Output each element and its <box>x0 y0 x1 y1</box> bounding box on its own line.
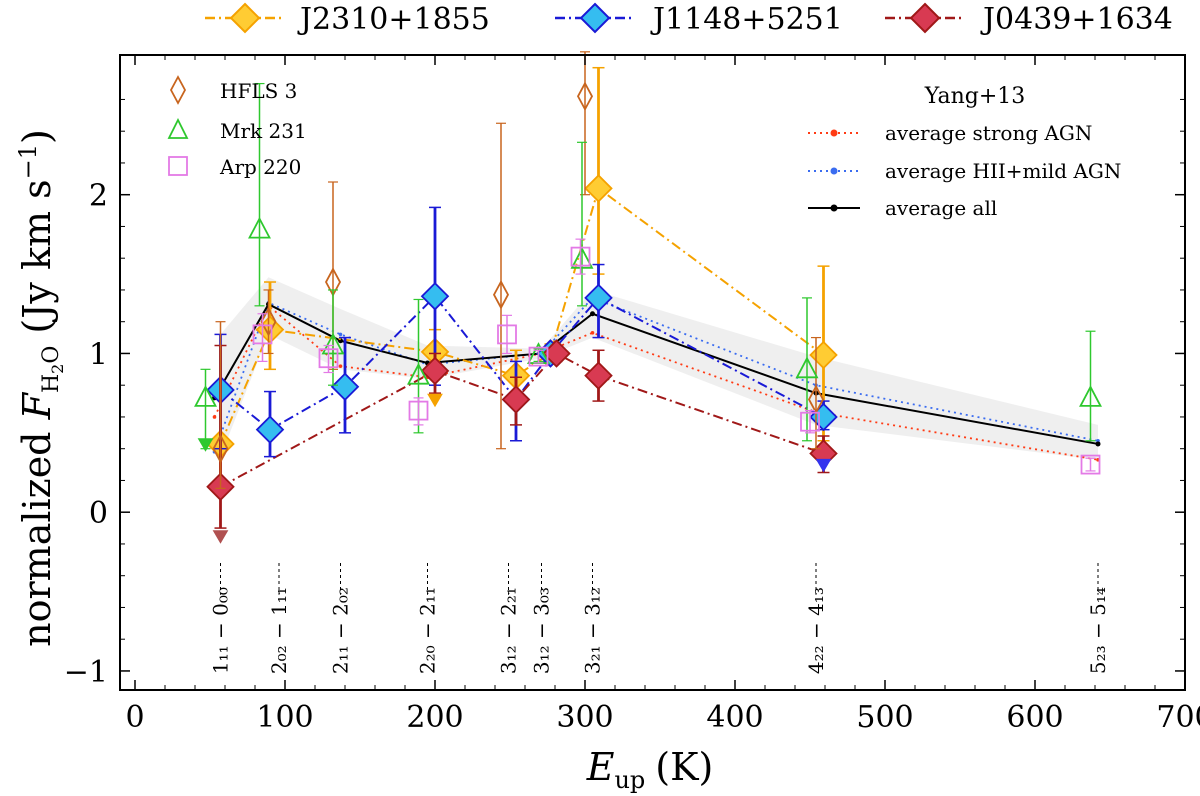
legend-marker-arp220 <box>168 156 188 176</box>
mrk231-marker <box>1079 384 1102 407</box>
transition-label: 3₁₂ − 3₀₃ <box>530 587 554 674</box>
diamond-marker <box>584 283 613 313</box>
arp220-marker <box>570 246 591 267</box>
inner-legend-right: Yang+13 average strong AGN average HII+m… <box>808 84 1121 220</box>
diamond-marker <box>809 340 838 370</box>
upper-limit-arrow <box>427 393 443 408</box>
mrk231-marker <box>407 362 430 385</box>
markers-layer <box>194 51 1102 544</box>
avg-point <box>212 415 217 419</box>
mrk231-marker <box>194 384 217 407</box>
transition-label: 2₂₀ − 2₁₁ <box>416 587 440 674</box>
legend-marker-strong-agn <box>830 129 838 137</box>
diamond-marker <box>255 415 285 444</box>
x-tick-label: 300 <box>556 700 613 735</box>
legend-label-mrk231: Mrk 231 <box>220 119 307 143</box>
legend-marker-average-all <box>830 204 838 212</box>
series-line <box>219 294 824 431</box>
y-tick-label: −1 <box>64 655 108 690</box>
hfls3-marker <box>492 279 510 310</box>
average-all-uncertainty-band <box>220 277 1098 460</box>
legend-marker-hii-mild-agn <box>830 167 838 175</box>
mrk231-marker <box>570 246 594 269</box>
legend-title: Yang+13 <box>924 84 1026 109</box>
legend-label-average-all: average all <box>885 196 997 220</box>
avg-point <box>338 332 343 337</box>
upper-limit-arrow <box>212 530 229 544</box>
diamond-marker <box>584 361 613 390</box>
hfls3-marker <box>576 81 594 112</box>
avg-point <box>338 364 343 368</box>
arp220-marker <box>497 324 517 345</box>
legend-j1148: J1148+5251 <box>555 2 843 37</box>
transition-label: 1₁₁ − 0₀₀ <box>209 587 233 674</box>
avg-point <box>590 331 595 335</box>
legend-marker-diamond <box>229 2 261 34</box>
upper-limit-arrow <box>815 458 832 473</box>
x-tick-label: 200 <box>406 700 463 735</box>
transition-label: 2₁₁ − 2₀₂ <box>329 587 353 674</box>
y-axis-label: normalized FH2O(Jy km s−1) <box>14 129 67 647</box>
x-tick-label: 500 <box>856 700 913 735</box>
legend-marker-diamond <box>579 2 611 34</box>
diamond-marker <box>584 174 613 203</box>
mrk231-marker <box>248 216 271 239</box>
transition-label: 4₂₂ − 4₁₃ <box>804 587 828 674</box>
axes-layer: 0 100 200 300 400 500 600 700 −1 0 1 2 <box>64 54 1200 735</box>
arp220-marker <box>528 346 549 367</box>
avg-line <box>213 302 1099 445</box>
transition-label: 2₀₂ − 1₁₁ <box>267 587 291 674</box>
diamond-marker <box>501 385 531 414</box>
avg-line <box>213 304 1099 461</box>
legend-marker-diamond <box>909 2 941 34</box>
legend-label: J1148+5251 <box>650 2 843 37</box>
avg-point <box>1095 441 1101 447</box>
upper-limit-arrow <box>197 438 214 452</box>
transition-label: 5₂₃ − 5₁₄ <box>1086 587 1110 674</box>
top-legend: J2310+1855 J1148+5251 J0439+1634 <box>205 2 1173 37</box>
arp220-marker <box>252 324 273 345</box>
legend-j2310: J2310+1855 <box>205 2 490 37</box>
avg-point <box>590 311 595 317</box>
hfls3-marker <box>260 306 277 337</box>
legend-marker-hfls3 <box>169 75 187 105</box>
arp220-marker <box>408 400 429 421</box>
legend-label-hii-mild-agn: average HII+mild AGN <box>885 159 1121 183</box>
diamond-marker <box>420 356 450 386</box>
arp220-marker <box>1080 454 1101 475</box>
mrk231-marker <box>321 332 345 355</box>
x-tick-label: 600 <box>1006 700 1063 735</box>
series-line <box>220 352 824 488</box>
arp220-marker <box>318 348 339 369</box>
arp220-marker <box>800 411 820 432</box>
legend-label-strong-agn: average strong AGN <box>885 121 1092 145</box>
legend-marker-mrk231 <box>167 117 189 139</box>
x-tick-label: 100 <box>256 700 313 735</box>
legend-label: J0439+1634 <box>980 2 1173 37</box>
transition-label: 3₂₁ − 3₁₂ <box>581 587 605 674</box>
legend-label-arp220: Arp 220 <box>219 155 301 179</box>
y-tick-label: 1 <box>89 337 108 372</box>
legend-label-hfls3: HFLS 3 <box>220 79 297 103</box>
mrk231-marker <box>795 356 819 379</box>
shaded-band-layer <box>220 277 1098 460</box>
transition-label: 3₁₂ − 2₂₁ <box>497 587 521 674</box>
x-tick-label: 700 <box>1156 700 1200 735</box>
y-tick-label: 2 <box>89 179 108 214</box>
diamond-marker <box>420 282 450 311</box>
legend-label: J2310+1855 <box>297 2 490 37</box>
y-tick-label: 0 <box>89 496 108 531</box>
inner-legend-left: HFLS 3 Mrk 231 Arp 220 <box>167 75 307 179</box>
transition-labels-layer: 1₁₁ − 0₀₀ 2₀₂ − 1₁₁ 2₁₁ − 2₀₂ 2₂₀ − 2₁₁ 3₁₂ … <box>209 587 1111 674</box>
legend-j0439: J0439+1634 <box>885 2 1173 37</box>
plot-frame <box>119 54 1186 691</box>
x-axis-label: Eup (K) <box>586 745 714 794</box>
x-tick-label: 0 <box>125 700 144 735</box>
diamond-marker <box>330 372 360 402</box>
transition-dashes-layer <box>220 563 1099 595</box>
hfls3-marker <box>212 433 229 464</box>
x-tick-label: 400 <box>706 700 763 735</box>
